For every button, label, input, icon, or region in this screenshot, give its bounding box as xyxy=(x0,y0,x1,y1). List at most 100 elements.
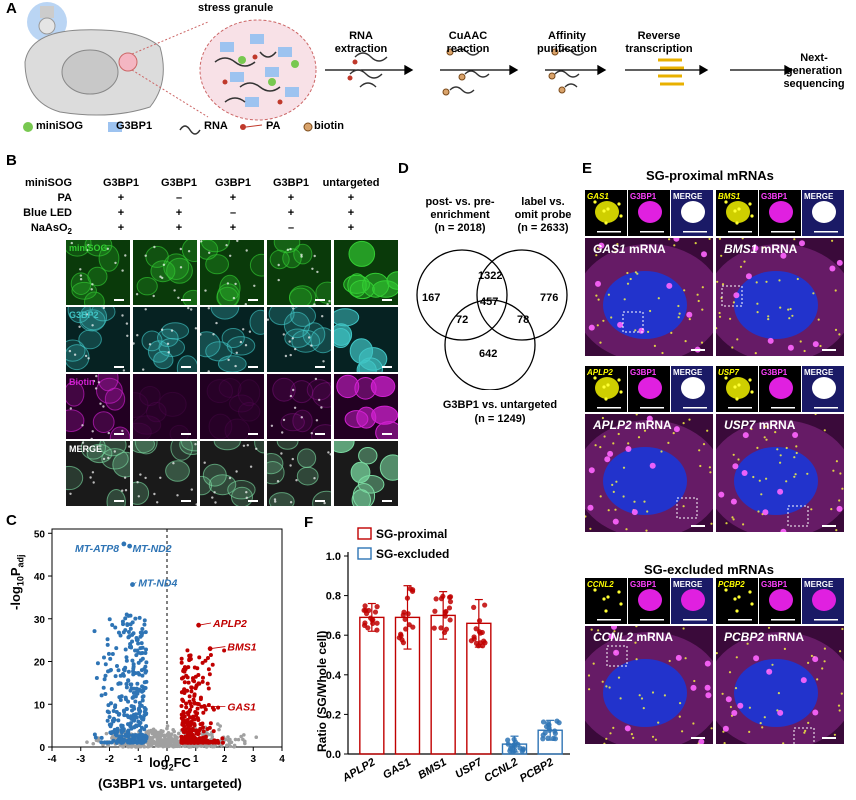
point-down xyxy=(123,616,128,621)
point-up xyxy=(190,726,195,731)
point-down xyxy=(136,641,141,646)
point-down xyxy=(142,622,147,627)
point-down xyxy=(136,707,141,712)
point-up xyxy=(188,707,193,712)
point-ns xyxy=(150,732,155,736)
point-down xyxy=(138,703,143,708)
point-ns xyxy=(195,744,199,749)
inset-g3bp1-aplp2: G3BP1 xyxy=(628,366,670,412)
condition-pa: – xyxy=(175,192,183,204)
point-down xyxy=(128,721,133,726)
point-up xyxy=(206,667,211,672)
micrograph-minisog-col3 xyxy=(200,240,264,305)
point-ns xyxy=(129,745,134,749)
data-point xyxy=(403,626,409,632)
cell-image-title: USP7 mRNA xyxy=(724,418,796,432)
micrograph-merge-col4 xyxy=(267,441,331,506)
point-down xyxy=(107,740,112,745)
point-ns xyxy=(104,731,109,736)
venn-one-two: 1322 xyxy=(478,270,503,282)
inset-merge-gas1: MERGE xyxy=(671,190,713,236)
legend-minisog: miniSOG xyxy=(36,120,84,132)
venn-only2: 776 xyxy=(540,292,559,304)
inset-gene-gas1: GAS1 xyxy=(585,190,627,236)
inset-label: G3BP1 xyxy=(761,580,788,589)
point-up xyxy=(179,660,184,665)
point-down xyxy=(103,662,108,667)
point-down xyxy=(136,671,141,676)
point-up xyxy=(189,685,194,690)
point-down xyxy=(131,666,136,671)
labeled-point xyxy=(130,582,135,587)
point-down xyxy=(124,697,129,702)
point-down xyxy=(126,740,131,745)
point-down xyxy=(136,660,141,665)
point-down xyxy=(129,645,134,650)
point-ns xyxy=(151,740,156,745)
point-down xyxy=(117,695,122,700)
condition-column-2: G3BP1 – + + xyxy=(146,176,212,236)
point-down xyxy=(138,630,143,635)
point-down xyxy=(142,709,147,714)
point-up xyxy=(180,697,185,702)
y-tick-label: 30 xyxy=(34,615,46,626)
point-down xyxy=(119,727,124,732)
point-down xyxy=(118,673,123,678)
data-point xyxy=(362,603,368,609)
y-tick-label: 20 xyxy=(34,658,46,669)
point-down xyxy=(143,647,148,652)
point-ns xyxy=(232,744,236,749)
legend-excluded: SG-excluded xyxy=(376,547,449,561)
inset-label: G3BP1 xyxy=(630,192,657,201)
point-ns xyxy=(149,743,153,748)
data-point xyxy=(468,638,474,644)
point-ns xyxy=(217,727,221,732)
point-up xyxy=(200,675,205,680)
data-point xyxy=(362,620,368,626)
point-down xyxy=(140,626,145,631)
point-ns xyxy=(91,741,96,746)
point-ns xyxy=(168,741,173,746)
step-5: Next-generation sequencing xyxy=(783,52,845,90)
point-annotation: BMS1 xyxy=(227,642,256,654)
x-tick-label: 0 xyxy=(164,754,170,765)
point-up xyxy=(179,676,184,681)
bar-proximal xyxy=(359,616,385,755)
point-down xyxy=(122,737,127,742)
point-down xyxy=(114,709,119,714)
point-down xyxy=(113,674,118,679)
data-point xyxy=(540,719,547,725)
inset-label: G3BP1 xyxy=(630,368,657,377)
micrograph-biotin-col4 xyxy=(267,374,331,439)
inset-g3bp1-pcbp2: G3BP1 xyxy=(759,578,801,624)
y-tick-label: 0.4 xyxy=(326,670,342,682)
annotation-leader xyxy=(129,545,131,549)
data-point xyxy=(481,638,487,644)
point-ns xyxy=(181,743,186,748)
condition-header: G3BP1 xyxy=(102,177,140,189)
point-down xyxy=(141,717,146,722)
inset-merge-ccnl2: MERGE xyxy=(671,578,713,624)
point-down xyxy=(140,645,145,650)
point-up xyxy=(184,701,189,706)
point-down xyxy=(136,719,141,724)
point-down xyxy=(135,681,140,686)
inset-gene-bms1: BMS1 xyxy=(716,190,758,236)
point-up xyxy=(205,681,210,686)
point-down xyxy=(123,732,128,737)
ratio-bar-chart: 0.0 0.2 0.4 0.6 0.8 1.0 SG-proximal SG-excluded… xyxy=(326,527,570,785)
point-down xyxy=(128,626,133,631)
point-up xyxy=(222,648,227,653)
panel-label-d: D xyxy=(398,160,409,177)
data-point xyxy=(542,730,548,736)
condition-led: + xyxy=(347,207,355,219)
inset-gene-aplp2: APLP2 xyxy=(585,366,627,412)
point-down xyxy=(116,712,121,717)
point-down xyxy=(126,669,131,674)
point-up xyxy=(183,727,188,732)
point-down xyxy=(99,740,104,745)
point-ns xyxy=(153,729,158,733)
inset-merge-aplp2: MERGE xyxy=(671,366,713,412)
inset-gene-ccnl2: CCNL2 xyxy=(585,578,627,624)
